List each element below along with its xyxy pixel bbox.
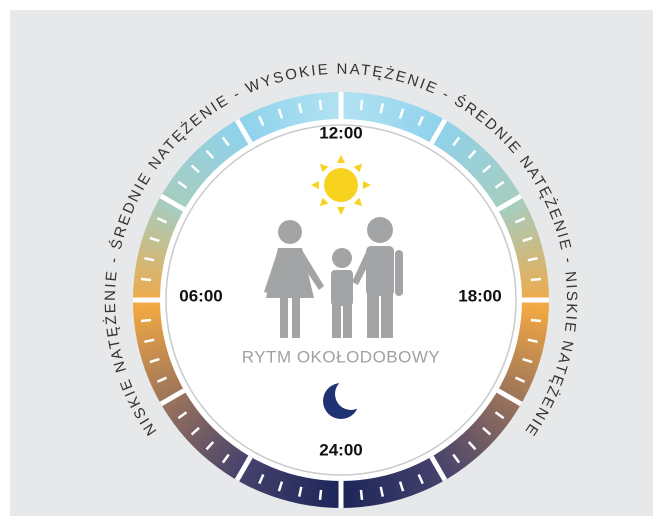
minor-tick <box>279 109 282 119</box>
minor-tick <box>496 182 504 188</box>
minor-tick <box>141 320 151 321</box>
minor-tick <box>469 151 476 158</box>
major-tick <box>237 457 251 480</box>
minor-tick <box>157 218 166 222</box>
minor-tick <box>150 238 160 241</box>
minor-tick <box>320 490 321 500</box>
minor-tick <box>144 340 154 342</box>
minor-tick <box>178 182 186 188</box>
minor-tick <box>453 455 459 463</box>
minor-tick <box>144 258 154 260</box>
minor-tick <box>381 103 383 113</box>
major-tick <box>161 196 184 210</box>
minor-tick <box>528 258 538 260</box>
major-tick <box>432 457 446 480</box>
minor-tick <box>150 359 160 362</box>
center-label: RYTM OKOŁODOBOWY <box>242 347 441 366</box>
major-tick <box>432 120 446 143</box>
minor-tick <box>259 474 263 483</box>
diagram: NISKIE NATĘŻENIE - ŚREDNIE NATĘŻENIE - W… <box>0 0 663 526</box>
minor-tick <box>279 482 282 492</box>
minor-tick <box>400 482 403 492</box>
minor-tick <box>299 487 301 497</box>
minor-tick <box>223 137 229 145</box>
minor-tick <box>381 487 383 497</box>
time-label: 12:00 <box>319 123 362 142</box>
major-tick <box>161 391 184 405</box>
minor-tick <box>453 137 459 145</box>
minor-tick <box>361 100 362 110</box>
minor-tick <box>483 428 490 435</box>
minor-tick <box>531 279 541 280</box>
minor-tick <box>178 412 186 418</box>
minor-tick <box>192 428 199 435</box>
minor-tick <box>515 378 524 382</box>
minor-tick <box>207 151 214 158</box>
minor-tick <box>400 109 403 119</box>
minor-tick <box>207 442 214 449</box>
time-label: 18:00 <box>458 286 501 305</box>
minor-tick <box>419 116 423 125</box>
minor-tick <box>141 279 151 280</box>
minor-tick <box>531 320 541 321</box>
page: NISKIE NATĘŻENIE - ŚREDNIE NATĘŻENIE - W… <box>0 0 663 526</box>
minor-tick <box>469 442 476 449</box>
minor-tick <box>361 490 362 500</box>
minor-tick <box>259 116 263 125</box>
minor-tick <box>515 218 524 222</box>
minor-tick <box>299 103 301 113</box>
time-label: 24:00 <box>319 440 362 459</box>
minor-tick <box>320 100 321 110</box>
minor-tick <box>523 238 533 241</box>
minor-tick <box>496 412 504 418</box>
minor-tick <box>523 359 533 362</box>
minor-tick <box>483 166 490 173</box>
minor-tick <box>192 166 199 173</box>
minor-tick <box>157 378 166 382</box>
minor-tick <box>419 474 423 483</box>
minor-tick <box>528 340 538 342</box>
time-label: 06:00 <box>179 286 222 305</box>
major-tick <box>237 120 251 143</box>
major-tick <box>498 391 521 405</box>
minor-tick <box>223 455 229 463</box>
major-tick <box>498 196 521 210</box>
